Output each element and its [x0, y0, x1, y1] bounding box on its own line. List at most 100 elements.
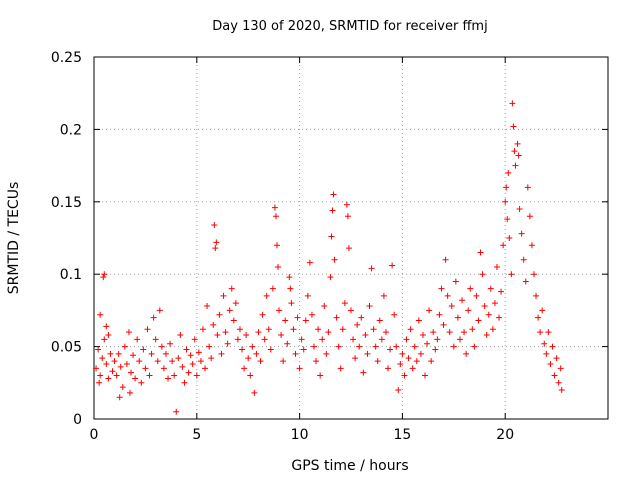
data-point [403, 336, 410, 343]
data-point [220, 292, 227, 299]
data-point [511, 148, 518, 155]
data-point [376, 317, 383, 324]
data-point [300, 346, 307, 353]
data-point [193, 372, 200, 379]
data-point [212, 245, 219, 252]
data-point [280, 358, 287, 365]
data-point [553, 355, 560, 362]
data-point [173, 408, 180, 415]
data-point [241, 365, 248, 372]
data-point [181, 379, 188, 386]
data-point [391, 311, 398, 318]
data-point [272, 213, 279, 220]
data-point [471, 343, 478, 350]
data-point [428, 358, 435, 365]
data-point [290, 326, 297, 333]
data-point [430, 329, 437, 336]
data-point [214, 332, 221, 339]
data-point [551, 372, 558, 379]
data-point [234, 336, 241, 343]
data-point [543, 350, 550, 357]
data-point [374, 358, 381, 365]
data-point [477, 249, 484, 256]
data-point [142, 365, 149, 372]
data-point [366, 303, 373, 310]
data-point [345, 245, 352, 252]
data-point [177, 332, 184, 339]
data-point [370, 326, 377, 333]
data-point [101, 336, 108, 343]
data-point [467, 285, 474, 292]
x-tick-label: 10 [291, 427, 309, 443]
data-point [105, 375, 112, 382]
data-point [165, 375, 172, 382]
data-point [95, 346, 102, 353]
data-point [148, 350, 155, 357]
data-point [337, 365, 344, 372]
data-point [440, 321, 447, 328]
data-point [249, 343, 256, 350]
data-point [549, 343, 556, 350]
data-point [434, 336, 441, 343]
data-point [146, 372, 153, 379]
data-point [134, 336, 141, 343]
data-point [111, 358, 118, 365]
data-point [522, 278, 529, 285]
data-point [93, 365, 100, 372]
data-point [514, 140, 521, 147]
data-point [518, 230, 525, 237]
data-point [167, 340, 174, 347]
x-tick-label: 0 [90, 427, 99, 443]
data-point [275, 263, 282, 270]
data-point [218, 350, 225, 357]
data-point [454, 314, 461, 321]
data-point [115, 350, 122, 357]
data-point [356, 343, 363, 350]
data-point [528, 242, 535, 249]
data-point [224, 340, 231, 347]
data-point [208, 355, 215, 362]
data-point [485, 311, 492, 318]
data-point [269, 285, 276, 292]
data-point [341, 300, 348, 307]
data-point [385, 365, 392, 372]
data-point [97, 311, 104, 318]
data-point [352, 355, 359, 362]
data-point [424, 340, 431, 347]
data-point [183, 346, 190, 353]
data-point [539, 307, 546, 314]
data-point [276, 307, 283, 314]
data-point [547, 360, 554, 367]
data-point [150, 314, 157, 321]
data-point [335, 343, 342, 350]
data-point [333, 314, 340, 321]
data-point [263, 292, 270, 299]
data-point [121, 343, 128, 350]
data-point [310, 343, 317, 350]
data-point [502, 198, 509, 205]
data-point [206, 343, 213, 350]
data-point [463, 350, 470, 357]
data-point [216, 311, 223, 318]
data-point [537, 329, 544, 336]
data-point [308, 311, 315, 318]
data-point [315, 326, 322, 333]
data-point [288, 300, 295, 307]
data-point [100, 274, 107, 281]
data-point [401, 372, 408, 379]
data-points [93, 100, 565, 415]
data-point [156, 307, 163, 314]
data-point [405, 355, 412, 362]
data-point [364, 350, 371, 357]
data-point [202, 365, 209, 372]
data-point [125, 329, 132, 336]
data-point [169, 358, 176, 365]
data-point [160, 365, 167, 372]
data-point [493, 263, 500, 270]
data-point [323, 350, 330, 357]
data-point [162, 350, 169, 357]
data-point [232, 300, 239, 307]
data-point [317, 372, 324, 379]
data-point [230, 317, 237, 324]
